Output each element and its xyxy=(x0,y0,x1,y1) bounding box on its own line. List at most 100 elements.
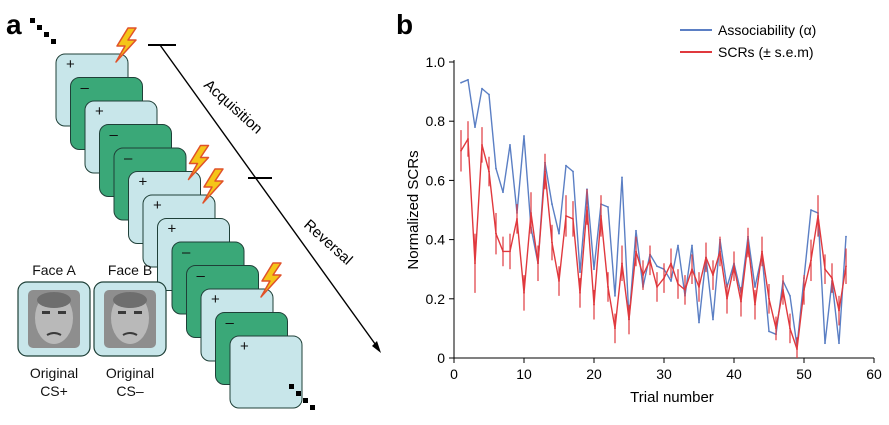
data-point xyxy=(719,250,721,253)
data-point xyxy=(502,191,504,194)
data-point xyxy=(670,280,672,282)
face-eye xyxy=(134,311,142,314)
data-point xyxy=(565,164,567,167)
card-sign: + xyxy=(66,56,75,73)
x-tick-label: 60 xyxy=(866,366,882,382)
face-stimulus: Face B Original CS– xyxy=(93,262,167,399)
face-eye xyxy=(58,311,66,314)
data-point xyxy=(516,217,518,220)
legend: Associability (α) SCRs (± s.e.m) xyxy=(680,22,816,60)
data-point xyxy=(607,206,609,208)
data-point xyxy=(789,327,791,330)
data-point xyxy=(712,274,714,277)
data-point xyxy=(845,235,847,238)
card-sign: + xyxy=(240,338,249,355)
data-point xyxy=(831,277,833,279)
x-tick-label: 40 xyxy=(726,366,742,382)
card-sign: + xyxy=(168,221,177,238)
data-point xyxy=(754,303,756,306)
ellipsis-bottom xyxy=(289,384,315,410)
data-point xyxy=(824,268,826,271)
data-point xyxy=(509,143,511,146)
arrowhead-icon xyxy=(372,341,381,353)
ellipsis-dot xyxy=(310,405,315,410)
data-point xyxy=(677,244,679,247)
data-point xyxy=(523,291,525,294)
data-point xyxy=(796,348,798,351)
acquisition-label: Acquisition xyxy=(200,76,265,137)
y-tick-label: 0.8 xyxy=(426,113,446,129)
data-point xyxy=(495,167,497,170)
panel-a: a + – + – – + + + – – + – + Acquisition Reversal Fac… xyxy=(0,0,400,420)
face-caption: Original xyxy=(106,365,154,381)
data-point xyxy=(593,268,595,271)
data-point xyxy=(803,289,805,291)
face-label: Face B xyxy=(108,262,152,278)
data-point xyxy=(502,250,504,253)
data-point xyxy=(677,283,679,285)
cs-plus-card xyxy=(229,335,303,409)
x-axis-label: Trial number xyxy=(630,389,714,406)
reversal-label: Reversal xyxy=(300,216,355,268)
card-sign: – xyxy=(197,268,206,285)
data-point xyxy=(537,262,539,265)
data-point xyxy=(761,250,763,253)
face-mouth xyxy=(46,332,62,336)
data-point xyxy=(656,286,658,288)
legend-label: SCRs (± s.e.m) xyxy=(718,44,814,60)
panel-b-label: b xyxy=(396,9,413,40)
data-point xyxy=(488,93,490,96)
data-point xyxy=(712,318,714,321)
data-point xyxy=(628,318,630,321)
ellipsis-dot xyxy=(289,384,294,389)
face-mouth xyxy=(122,332,138,336)
experiment-schematic: a +–+––+++––+–+ Acquisition Reversal Fac… xyxy=(6,9,381,410)
data-point xyxy=(495,232,497,235)
data-point xyxy=(698,321,700,324)
data-point xyxy=(558,232,560,235)
lightning-icon xyxy=(187,144,210,181)
data-point xyxy=(817,215,819,217)
ellipsis-dot xyxy=(303,398,308,403)
data-point xyxy=(705,256,707,259)
x-tick-label: 20 xyxy=(586,366,602,382)
data-point xyxy=(621,176,623,179)
data-point xyxy=(824,342,826,345)
lightning-icon xyxy=(115,27,137,63)
legend-label: Associability (α) xyxy=(718,22,816,38)
card-sign: – xyxy=(110,127,119,144)
data-point xyxy=(789,294,791,297)
data-point xyxy=(698,286,700,288)
card-sign: – xyxy=(182,244,191,261)
data-point xyxy=(733,265,735,268)
data-point xyxy=(572,217,574,220)
data-point xyxy=(754,286,756,288)
face-caption: CS+ xyxy=(40,383,68,399)
series-line xyxy=(460,138,847,350)
data-point xyxy=(684,289,686,291)
panel-a-label: a xyxy=(6,9,22,40)
y-tick-label: 1.0 xyxy=(426,54,446,70)
data-point xyxy=(565,215,567,217)
face-caption: Original xyxy=(30,365,78,381)
data-point xyxy=(621,262,623,265)
face-stimulus: Face A Original CS+ xyxy=(17,262,91,399)
ellipsis-dot xyxy=(37,25,42,30)
data-point xyxy=(642,274,644,277)
data-point xyxy=(726,297,728,300)
face-stimuli: Face A Original CS+ Face B Original CS– xyxy=(17,262,167,399)
data-point xyxy=(509,250,511,253)
data-point xyxy=(614,327,616,330)
data-point xyxy=(579,291,581,294)
y-tick-label: 0.2 xyxy=(426,291,446,307)
x-tick-label: 0 xyxy=(450,366,458,382)
data-point xyxy=(614,294,616,297)
data-point xyxy=(747,241,749,244)
face-eye xyxy=(118,311,126,314)
data-point xyxy=(530,212,532,214)
x-tick-label: 30 xyxy=(656,366,672,382)
data-point xyxy=(474,262,476,265)
scr-line-chart: b 0 0.2 0.4 0.6 0.8 1.0 0 10 20 30 40 50 60 Trial num… xyxy=(396,9,882,406)
data-point xyxy=(691,244,693,247)
data-point xyxy=(810,209,812,211)
